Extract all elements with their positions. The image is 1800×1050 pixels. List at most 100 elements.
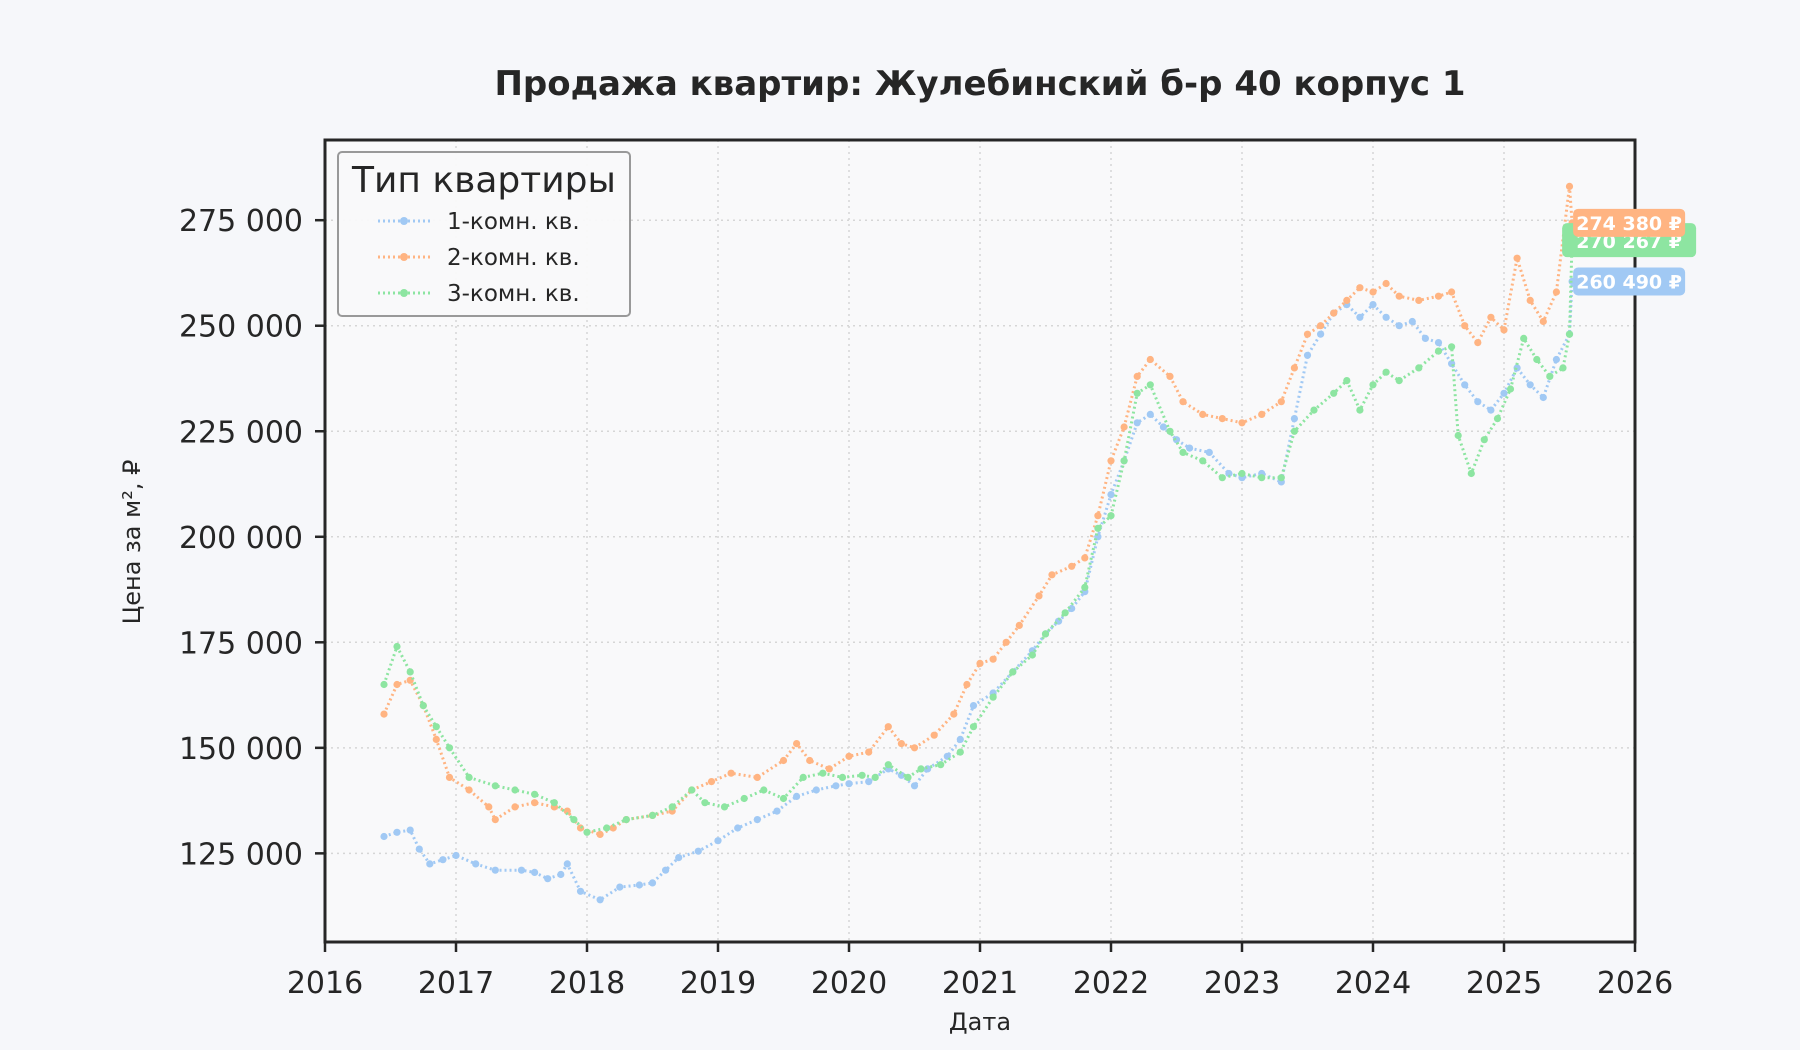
data-point [544,875,552,883]
data-point [812,786,820,794]
data-point [465,786,473,794]
data-point [570,816,578,824]
data-point [1159,423,1167,431]
data-point [1552,288,1560,296]
data-point [1434,347,1443,355]
data-point [884,723,892,731]
legend-items: 1-комн. кв. 2-комн. кв. 3-комн. кв. [378,209,580,307]
data-point [491,866,499,874]
data-point [380,680,388,689]
data-point [491,782,499,790]
data-point [596,896,604,904]
legend-title: Тип квартиры [351,160,616,201]
x-tick-label: 2022 [1073,966,1149,1001]
legend: Тип квартиры 1-комн. кв. 2-комн. кв. 3-ком… [337,151,631,317]
data-point [1290,415,1298,423]
data-point [596,830,604,839]
legend-swatch-marker [400,217,408,225]
data-point [675,854,683,862]
data-point [415,845,423,853]
data-point [563,860,571,868]
data-point [1520,334,1528,342]
data-point [688,786,696,794]
data-point [858,771,866,779]
data-point [1448,343,1456,351]
data-point [1179,448,1187,456]
series-1 [380,277,1576,904]
data-point [1356,313,1364,321]
data-point [1434,339,1443,347]
data-point [806,756,814,765]
data-point [1199,457,1207,465]
data-point [1205,448,1213,456]
x-axis-title: Дата [949,1008,1011,1036]
x-tick-label: 2020 [811,966,887,1001]
data-point [734,824,742,832]
data-point [753,816,761,824]
series-layer [380,182,1576,904]
y-tick-label: 125 000 [179,837,303,872]
data-point [1487,313,1495,321]
data-point [1461,322,1469,330]
data-point [1107,491,1115,499]
data-point [1146,381,1154,389]
data-point [904,773,912,782]
data-point [1146,410,1154,418]
data-point [838,773,847,782]
x-tick-label: 2017 [418,966,494,1001]
data-point [406,826,414,834]
data-point [963,680,971,689]
data-point [1179,398,1187,406]
data-point [1513,364,1521,372]
data-point [937,761,945,769]
data-point [1081,554,1089,562]
data-point [662,866,670,874]
data-point [511,786,519,794]
data-point [1218,415,1226,423]
data-point [380,832,388,841]
data-point [393,828,401,836]
data-point [583,828,591,836]
data-point [779,794,788,803]
data-point [1172,436,1181,444]
data-point [1369,288,1377,296]
data-point [1474,339,1482,347]
x-tick-label: 2021 [942,966,1018,1001]
x-tick-label: 2018 [549,966,625,1001]
data-point [1133,419,1141,427]
data-point [1068,562,1076,570]
data-point [393,642,401,651]
y-tick-label: 275 000 [179,204,303,239]
data-point [871,773,879,782]
legend-box [337,151,631,317]
data-point [884,761,892,769]
data-point [1369,381,1377,389]
data-point [648,879,657,887]
data-point [976,659,984,668]
end-label-box [1573,267,1686,296]
data-point [1120,423,1128,431]
data-point [1330,309,1338,317]
y-tick-label: 225 000 [179,415,303,450]
data-point [1303,330,1312,338]
data-point [1028,651,1036,659]
data-point [819,769,827,777]
x-tick-label: 2024 [1335,966,1411,1001]
data-point [1382,313,1390,321]
data-point [1382,368,1390,376]
data-point [1461,381,1469,389]
data-point [897,740,906,748]
data-point [1500,389,1508,397]
data-point [1369,301,1377,309]
legend-swatch-marker [400,289,408,297]
data-point [1166,427,1174,435]
data-point [793,740,801,748]
data-point [1290,427,1298,435]
y-axis-title: Цена за м², ₽ [118,460,146,625]
data-point [779,756,788,765]
data-point [603,824,611,832]
data-point [1218,474,1226,482]
data-point [1533,355,1541,364]
data-point [531,799,539,807]
